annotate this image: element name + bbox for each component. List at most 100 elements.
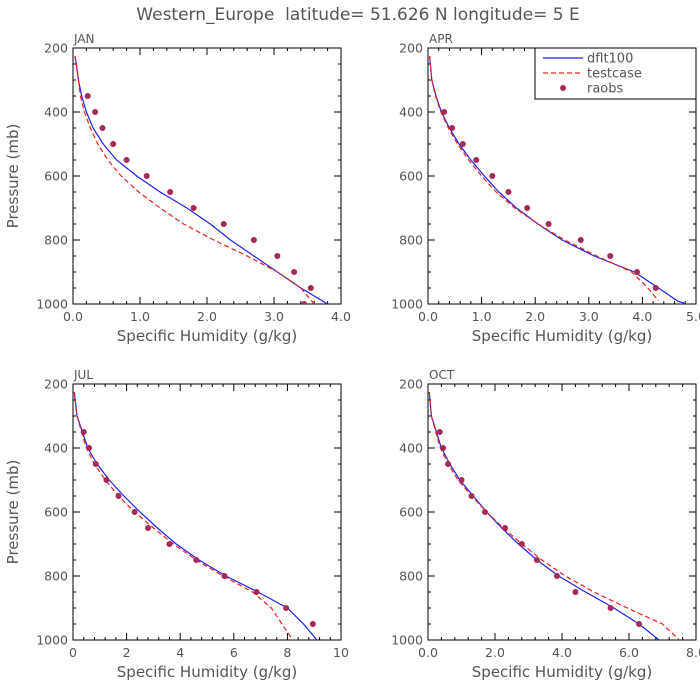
raobs-point: [468, 493, 475, 499]
y-axis-label: Pressure (mb): [4, 124, 22, 229]
y-tick-label: 1000: [391, 297, 423, 312]
x-tick-label: 6: [230, 645, 238, 660]
x-tick-label: 2.0: [197, 309, 217, 324]
raobs-point: [86, 445, 93, 451]
x-tick-label: 8.0: [686, 645, 700, 660]
raobs-point: [84, 93, 91, 99]
y-tick-label: 400: [399, 105, 423, 120]
raobs-point: [502, 525, 509, 531]
legend-label: raobs: [587, 82, 624, 97]
y-tick-label: 1000: [36, 633, 68, 648]
raobs-point: [274, 253, 281, 259]
raobs-point: [190, 205, 197, 211]
raobs-point: [441, 109, 448, 115]
y-tick-label: 800: [399, 569, 423, 584]
x-tick-label: 4: [176, 645, 184, 660]
x-tick-label: 8: [283, 645, 291, 660]
raobs-point: [577, 237, 584, 243]
raobs-point: [458, 477, 465, 483]
raobs-point: [193, 557, 200, 563]
y-tick-label: 400: [44, 105, 68, 120]
x-tick-label: 1.0: [130, 309, 150, 324]
x-tick-label: 0.0: [418, 309, 438, 324]
raobs-point: [459, 141, 466, 147]
y-tick-label: 200: [399, 377, 423, 392]
raobs-point: [301, 301, 308, 304]
legend-marker-raobs: [560, 85, 566, 91]
chart-panel-jul: JUL 0 2 4 6 8 10 200 400 600 800 1000 Specific Humid…: [4, 368, 349, 681]
raobs-point: [524, 205, 531, 211]
raobs-point: [291, 269, 298, 275]
x-tick-label: 2.0: [525, 309, 545, 324]
dflt100-line: [74, 55, 328, 304]
y-tick-label: 200: [44, 41, 68, 56]
raobs-point: [449, 125, 456, 131]
testcase-line: [74, 55, 315, 304]
y-tick-label: 1000: [391, 633, 423, 648]
raobs-point: [103, 477, 110, 483]
y-tick-label: 800: [44, 233, 68, 248]
panel-label: JAN: [73, 32, 95, 46]
x-tick-label: 10: [333, 645, 349, 660]
y-axis-label: Pressure (mb): [4, 460, 22, 565]
raobs-point: [253, 589, 260, 595]
raobs-point: [115, 493, 122, 499]
raobs-point: [123, 157, 130, 163]
x-tick-label: 4.0: [331, 309, 351, 324]
panels: JAN 0.0 1.0 2.0 3.0 4.0 200 400 600 800 1000 Specif…: [4, 32, 700, 681]
raobs-point: [481, 509, 488, 515]
y-tick-label: 600: [44, 505, 68, 520]
raobs-point: [110, 141, 117, 147]
legend-label: testcase: [587, 67, 642, 82]
y-tick-label: 800: [399, 233, 423, 248]
raobs-point: [92, 461, 99, 467]
x-axis-label: Specific Humidity (g/kg): [472, 663, 652, 681]
testcase-line: [429, 55, 659, 302]
plot-frame: [427, 383, 697, 641]
raobs-point: [518, 541, 525, 547]
x-tick-label: 3.0: [579, 309, 599, 324]
y-tick-label: 800: [44, 569, 68, 584]
y-tick-label: 200: [399, 41, 423, 56]
raobs-point: [307, 285, 314, 291]
series-group: [73, 391, 318, 640]
raobs-point: [652, 285, 659, 291]
chart-panel-apr: APR 0.0 1.0 2.0 3.0 4.0 5.0 200 400 600 800 1000 Spe…: [391, 32, 700, 345]
raobs-point: [607, 253, 614, 259]
plot-frame: [72, 47, 342, 305]
testcase-line: [73, 391, 294, 640]
raobs-point: [489, 173, 496, 179]
chart-panel-jan: JAN 0.0 1.0 2.0 3.0 4.0 200 400 600 800 1000 Specif…: [4, 32, 351, 345]
raobs-point: [473, 157, 480, 163]
dflt100-line: [428, 391, 660, 640]
testcase-line: [428, 391, 680, 640]
raobs-point: [283, 605, 290, 611]
raobs-point: [440, 445, 447, 451]
panel-label: APR: [429, 32, 453, 46]
x-tick-label: 0: [69, 645, 77, 660]
raobs-point: [553, 573, 560, 579]
raobs-point: [533, 557, 540, 563]
x-tick-label: 4.0: [552, 645, 572, 660]
x-axis-label: Specific Humidity (g/kg): [117, 663, 297, 681]
figure-title: Western_Europe latitude= 51.626 N longit…: [136, 5, 579, 25]
raobs-point: [545, 221, 552, 227]
raobs-point: [220, 221, 227, 227]
raobs-point: [145, 525, 152, 531]
x-tick-label: 2.0: [485, 645, 505, 660]
raobs-point: [166, 541, 173, 547]
y-tick-label: 200: [44, 377, 68, 392]
raobs-point: [131, 509, 138, 515]
y-tick-label: 600: [44, 169, 68, 184]
raobs-point: [445, 461, 452, 467]
raobs-point: [309, 621, 316, 627]
x-tick-label: 1.0: [472, 309, 492, 324]
x-tick-label: 0.0: [418, 645, 438, 660]
dflt100-line: [73, 391, 318, 640]
x-tick-label: 6.0: [619, 645, 639, 660]
raobs-point: [505, 189, 512, 195]
x-axis-label: Specific Humidity (g/kg): [472, 327, 652, 345]
raobs-point: [607, 605, 614, 611]
